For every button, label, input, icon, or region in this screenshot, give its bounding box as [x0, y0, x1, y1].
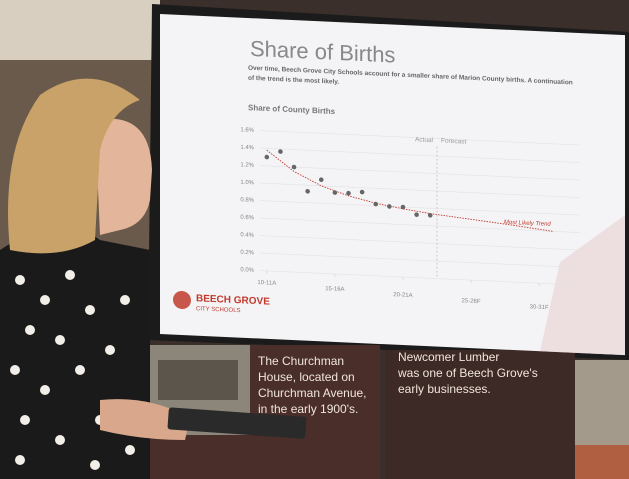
historic-photo [575, 360, 629, 445]
y-tick-label: 0.6% [240, 215, 254, 222]
y-tick-label: 1.0% [240, 180, 254, 187]
caption-line: early businesses. [398, 382, 491, 396]
house-photo [158, 360, 238, 400]
x-tick-label: 20-21A [393, 292, 412, 299]
divider-left-label: Actual [415, 136, 434, 144]
caption-line: in the early 1900's. [258, 402, 358, 416]
caption-line: Newcomer Lumber [398, 350, 499, 364]
top [0, 227, 150, 479]
divider-right-label: Forecast [441, 137, 466, 145]
x-tick-label: 30-31F [530, 304, 549, 311]
caption-line: was one of Beech Grove's [397, 366, 538, 380]
caption-line: House, located on [258, 370, 355, 384]
caption-line: The Churchman [258, 354, 344, 368]
x-tick-label: 25-26F [462, 298, 481, 305]
y-tick-label: 1.2% [240, 162, 254, 169]
y-tick-label: 1.6% [240, 127, 254, 134]
y-tick-label: 0.2% [240, 250, 254, 257]
y-tick-label: 0.4% [240, 232, 254, 239]
y-tick-label: 0.0% [240, 267, 254, 274]
x-tick-label: 10-11A [257, 280, 276, 287]
ceiling [0, 0, 160, 60]
y-tick-label: 1.4% [240, 145, 254, 152]
slide: Share of Births Over time, Beech Grove C… [160, 14, 625, 355]
y-tick-label: 0.8% [240, 197, 254, 204]
display-panel [575, 445, 629, 479]
x-tick-label: 15-16A [325, 286, 344, 293]
caption-line: Churchman Avenue, [258, 386, 367, 400]
photo: The Churchman House, located on Churchman … [0, 0, 629, 479]
